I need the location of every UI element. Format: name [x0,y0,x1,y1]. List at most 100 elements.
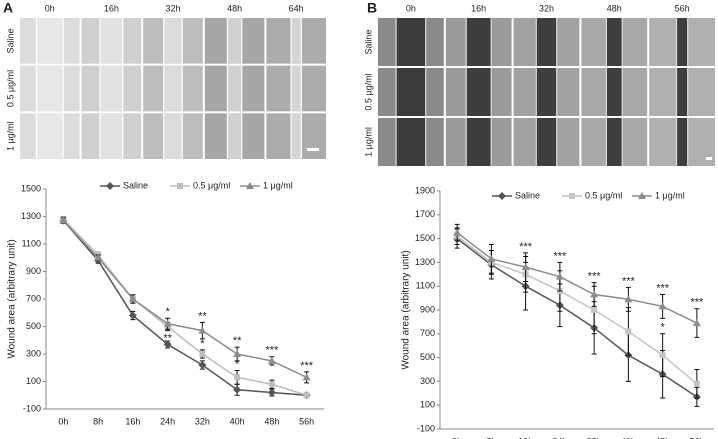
x-tick-label: 32h [195,416,210,426]
y-axis-label: Wound area (arbitrary unit) [401,250,412,369]
y-tick-label: 300 [26,348,41,358]
data-point [302,373,311,381]
panel-label: A [3,0,13,16]
wound-gap [227,18,242,64]
significance-mark: * [165,306,170,318]
x-tick-label: 40h [621,436,636,439]
data-point [303,392,310,399]
wound-gap [100,65,123,112]
y-tick-label: 1100 [416,281,435,291]
data-point [268,381,275,388]
wound-gap [466,68,492,116]
legend-label: 0.5 μg/ml [193,180,230,190]
y-tick-label: 1300 [21,211,41,221]
y-tick-label: 1900 [415,185,435,195]
y-tick-label: 900 [26,266,41,276]
column-label: 48h [227,3,242,13]
significance-mark: ** [233,335,242,347]
column-label: 56h [675,3,690,13]
y-tick-label: 700 [26,293,41,303]
wound-gap [227,113,242,159]
data-point [199,351,206,357]
row-label: 0.5 μg/ml [5,70,15,107]
wound-gap [36,113,64,159]
x-tick-label: 48h [264,416,279,426]
legend-marker [106,182,114,190]
series-line [62,220,307,396]
data-point [267,388,276,397]
y-tick-label: 900 [420,304,435,314]
wound-gap [606,18,623,66]
y-tick-label: 500 [420,352,435,362]
y-tick-label: 1100 [22,238,41,248]
y-tick-label: 1700 [415,209,435,219]
y-tick-label: -100 [417,423,435,433]
x-tick-label: 56h [689,436,704,439]
column-label: 16h [471,3,486,13]
significance-mark: * [660,322,665,334]
x-tick-label: 8h [93,416,103,426]
wound-gap [100,18,123,64]
significance-mark: *** [265,345,279,357]
data-point [233,350,242,357]
legend-marker [246,182,254,189]
legend-label: Saline [515,190,540,200]
legend-label: 1 μg/ml [263,180,293,190]
significance-mark: ** [163,333,172,345]
wound-gap [676,118,688,166]
series-line [456,238,698,398]
significance-mark: ** [198,310,207,322]
x-tick-label: 0h [452,436,462,439]
data-point [521,263,530,271]
data-point [590,290,599,298]
wound-gap [396,68,426,116]
legend-label: 1 μg/ml [655,190,685,200]
x-tick-label: 16h [125,416,140,426]
data-point [94,253,103,261]
row-label: 1 μg/ml [363,127,373,157]
data-point [693,380,700,387]
significance-mark: *** [553,250,567,262]
y-tick-label: 100 [26,376,41,386]
x-tick-label: 48h [655,436,670,439]
y-tick-label: 100 [420,400,435,410]
wound-gap [227,65,242,112]
wound-gap [536,18,557,66]
wound-gap [466,18,492,66]
wound-gap [100,113,123,159]
series-line [62,220,307,379]
column-label: 32h [165,3,180,13]
y-tick-label: 700 [420,328,435,338]
wound-gap [606,68,623,116]
wound-gap [36,18,64,64]
data-point [658,302,667,310]
panel-label: B [367,0,377,16]
wound-gap [291,65,302,112]
wound-gap [396,118,426,166]
significance-mark: *** [622,275,636,287]
series-line [62,218,307,396]
x-tick-label: 16h [518,436,533,439]
significance-mark: *** [519,241,533,253]
column-label: 32h [539,3,554,13]
legend-marker [638,192,646,199]
data-point [198,361,207,369]
x-tick-label: 24h [552,436,567,439]
series-line [456,235,698,385]
wound-gap [36,65,64,112]
y-tick-label: 1500 [415,233,435,243]
legend-label: Saline [123,180,148,190]
wound-gap [536,68,557,116]
data-point [234,374,241,381]
data-point [267,356,276,364]
data-point [128,311,137,320]
data-point [198,326,207,334]
x-tick-label: 40h [230,416,245,426]
data-point [624,295,633,303]
legend-label: 0.5 μg/ml [585,190,622,200]
wound-gap [396,18,426,66]
legend-marker [177,183,183,189]
legend-marker [569,193,575,199]
x-tick-label: 8h [486,436,496,439]
y-tick-label: 1300 [415,257,435,267]
